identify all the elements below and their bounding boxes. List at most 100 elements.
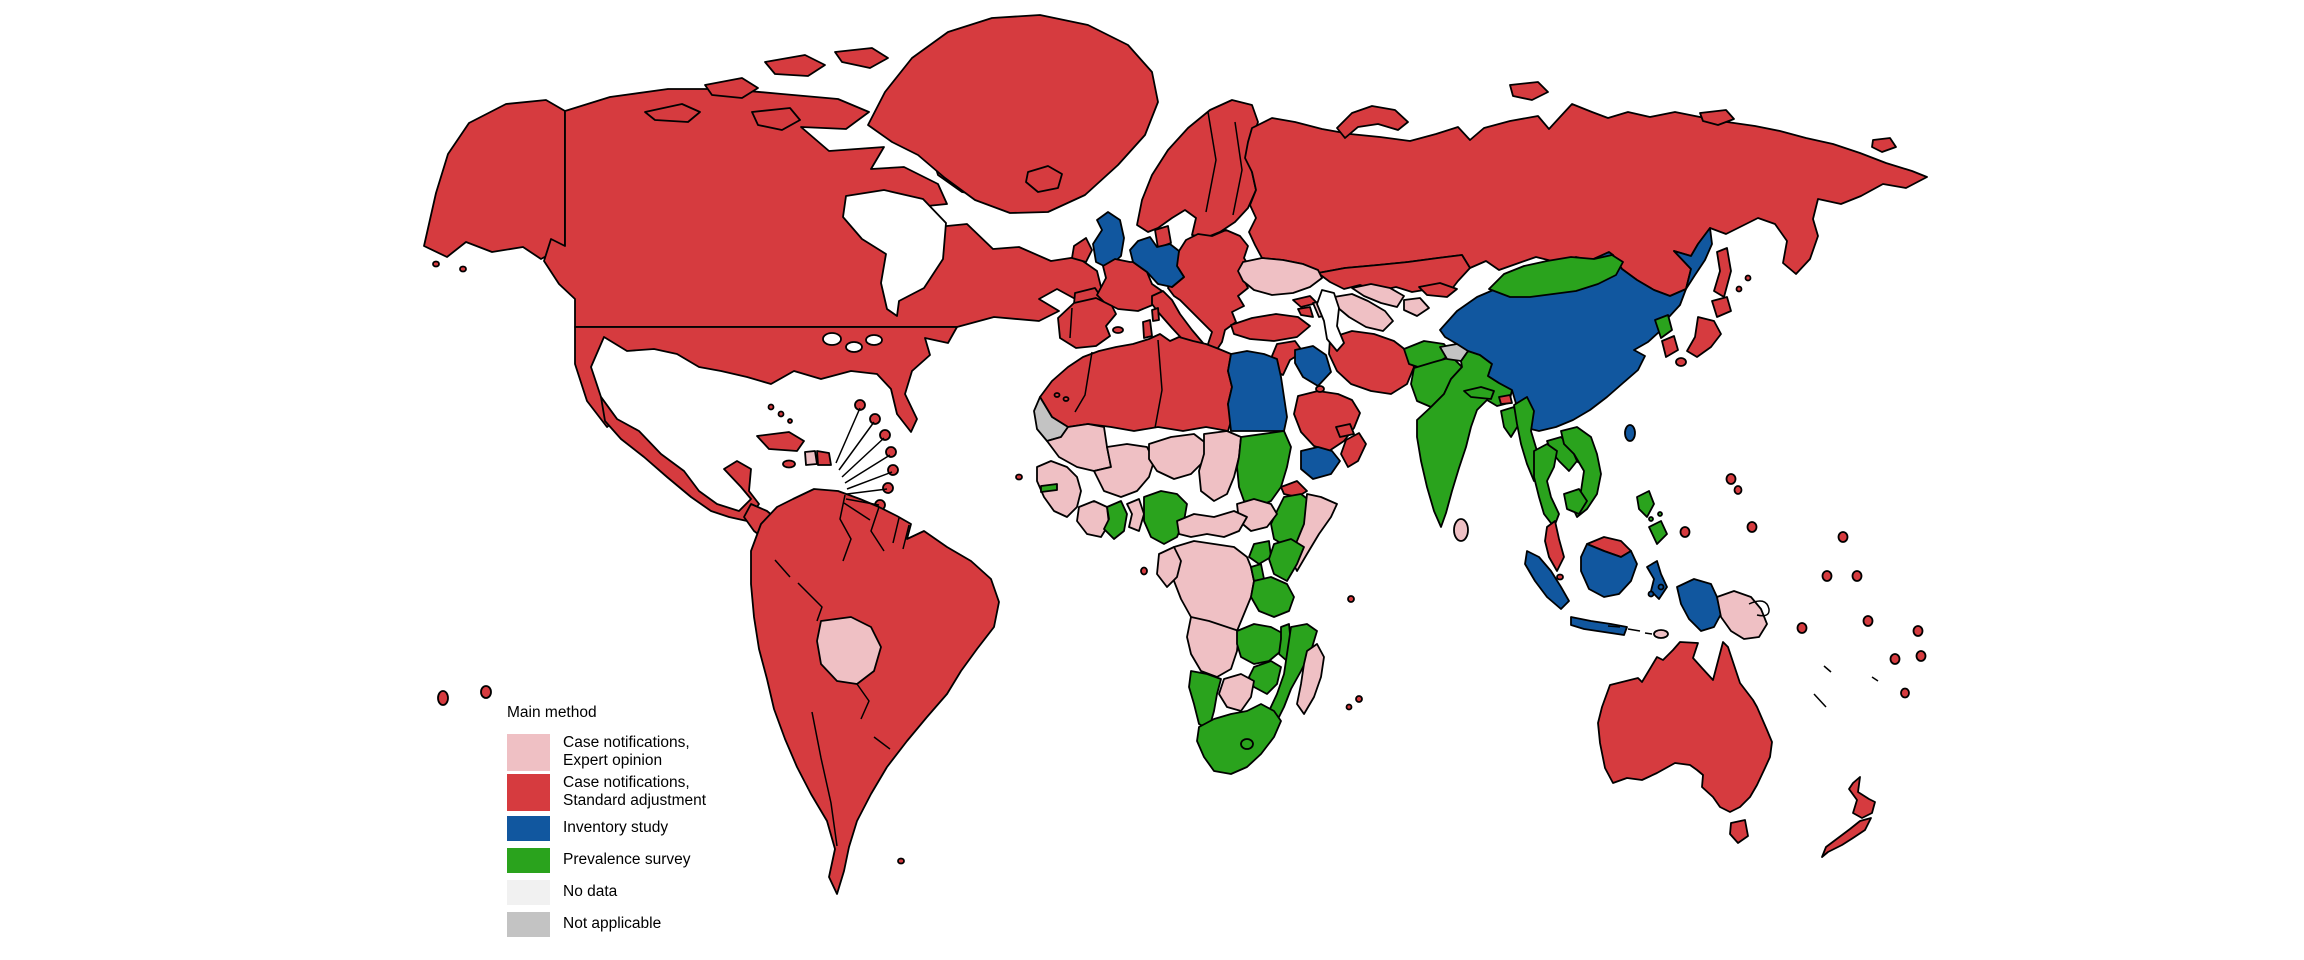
region-new-zealand-north: [1848, 776, 1876, 819]
legend-item-not-applicable: Not applicable: [507, 908, 706, 940]
region-angola: [1186, 616, 1240, 678]
great-lake: [865, 334, 883, 346]
region-mexico: [600, 396, 760, 522]
region-mongolia: [1488, 254, 1624, 298]
legend-item-expert-opinion: Case notifications, Expert opinion: [507, 732, 706, 772]
legend-item-prevalence-survey: Prevalence survey: [507, 844, 706, 876]
region-chad: [1198, 430, 1242, 502]
antilles-leader-line: [846, 488, 888, 495]
region-jammu-kashmir: [1439, 343, 1469, 362]
region-japan-honshu: [1686, 316, 1722, 358]
legend-title: Main method: [507, 704, 597, 721]
region-philippines-visayas-dot: [1648, 516, 1654, 522]
legend-label-line: Expert opinion: [563, 752, 663, 769]
region-gulf-states: [1335, 423, 1355, 438]
region-russia-wrangel: [1871, 137, 1897, 153]
region-sudan: [1236, 430, 1292, 508]
region-russia-kuril-dot: [1735, 285, 1743, 293]
region-thailand: [1533, 443, 1560, 528]
region-united-states-hawaii-dot: [437, 690, 449, 706]
region-russia-severnaya-zemlya: [1509, 81, 1549, 101]
border-line: [870, 506, 885, 552]
region-balearic-dot: [1112, 326, 1124, 334]
region-new-zealand-south: [1821, 817, 1872, 858]
legend-label-no-data: No data: [563, 883, 618, 900]
region-corsica: [1151, 307, 1160, 322]
region-iberia: [1057, 297, 1117, 349]
region-tajikistan: [1403, 297, 1430, 317]
region-comoros-dot: [1347, 595, 1355, 603]
region-russia-new-siberian: [1699, 109, 1735, 126]
region-pacific-island-dot: [1862, 615, 1874, 627]
region-indonesia-west-papua: [1676, 578, 1722, 632]
lesser-sunda-mark: [1627, 628, 1641, 632]
region-bangladesh: [1500, 406, 1520, 438]
region-united-states-alaska: [423, 99, 566, 260]
region-pacific-island-dot: [1821, 570, 1833, 582]
antilles-leader-line: [846, 471, 893, 490]
region-nordic-countries: [1136, 99, 1259, 239]
antilles-leader-line: [835, 407, 861, 464]
region-bhutan: [1498, 394, 1513, 405]
legend-label-line: Case notifications,: [563, 774, 690, 791]
legend-label-inventory-study: Inventory study: [563, 819, 669, 836]
border-line: [774, 559, 791, 578]
region-bahamas-dot: [777, 410, 785, 418]
region-togo-benin: [1126, 498, 1145, 532]
region-china: [1439, 227, 1713, 432]
region-australia-tasmania: [1729, 819, 1749, 844]
region-madagascar: [1296, 643, 1325, 715]
region-zimbabwe: [1248, 660, 1282, 695]
region-philippines-mindanao: [1648, 520, 1668, 545]
border-line: [856, 683, 870, 720]
region-kyrgyzstan: [1418, 282, 1458, 298]
region-congo-gabon: [1156, 546, 1182, 588]
hudson-bay: [842, 189, 947, 317]
region-north-africa: [1039, 333, 1233, 432]
border-line: [1154, 339, 1163, 429]
region-cuba: [756, 431, 805, 452]
region-canada-arctic-island: [751, 107, 801, 131]
region-turkey: [1230, 313, 1311, 342]
region-kuwait-dot: [1315, 385, 1325, 393]
antilles-leader-line: [845, 498, 880, 506]
antilles-leader-line: [843, 502, 871, 521]
region-dominican-republic: [816, 450, 832, 466]
region-greenland: [867, 14, 1159, 214]
antilles-leader-line: [838, 421, 875, 471]
region-pacific-island-dot: [1912, 625, 1924, 637]
region-tanzania: [1250, 576, 1295, 618]
region-cape-verde-dot: [1015, 473, 1023, 481]
region-ghana: [1103, 500, 1128, 540]
great-lake: [822, 332, 842, 346]
legend-label-not-applicable: Not applicable: [563, 915, 662, 932]
border-line: [811, 711, 838, 847]
region-ireland: [1071, 237, 1093, 263]
region-malaysia-peninsular: [1544, 520, 1565, 572]
region-canary-dot: [1062, 396, 1070, 402]
region-mozambique: [1268, 623, 1318, 722]
region-pacific-island-dot: [1837, 531, 1849, 543]
region-egypt: [1227, 350, 1288, 432]
region-niger: [1148, 433, 1208, 480]
region-denmark: [1154, 225, 1172, 249]
legend-label-prevalence-survey: Prevalence survey: [563, 851, 691, 868]
lesser-sunda-mark: [1644, 632, 1653, 635]
region-canada-arctic-island: [764, 54, 826, 77]
region-oman: [1340, 432, 1367, 468]
region-zambia: [1236, 623, 1285, 665]
region-japan-hokkaido: [1711, 296, 1732, 318]
legend-item-inventory-study: Inventory study: [507, 812, 706, 844]
region-lesser-antilles-dot: [854, 399, 866, 411]
legend-swatch-standard-adjustment: [507, 773, 550, 811]
caspian-sea: [1316, 289, 1345, 352]
legend-item-standard-adjustment: Case notifications, Standard adjustment: [507, 772, 706, 812]
region-vietnam: [1560, 426, 1602, 518]
region-canada-arctic-island: [834, 47, 889, 69]
border-line: [1232, 121, 1243, 216]
region-kenya: [1268, 538, 1305, 582]
new-caledonia-line: [1813, 693, 1827, 708]
region-lesser-antilles-dot: [885, 446, 897, 458]
region-lesser-antilles-dot: [869, 413, 881, 425]
